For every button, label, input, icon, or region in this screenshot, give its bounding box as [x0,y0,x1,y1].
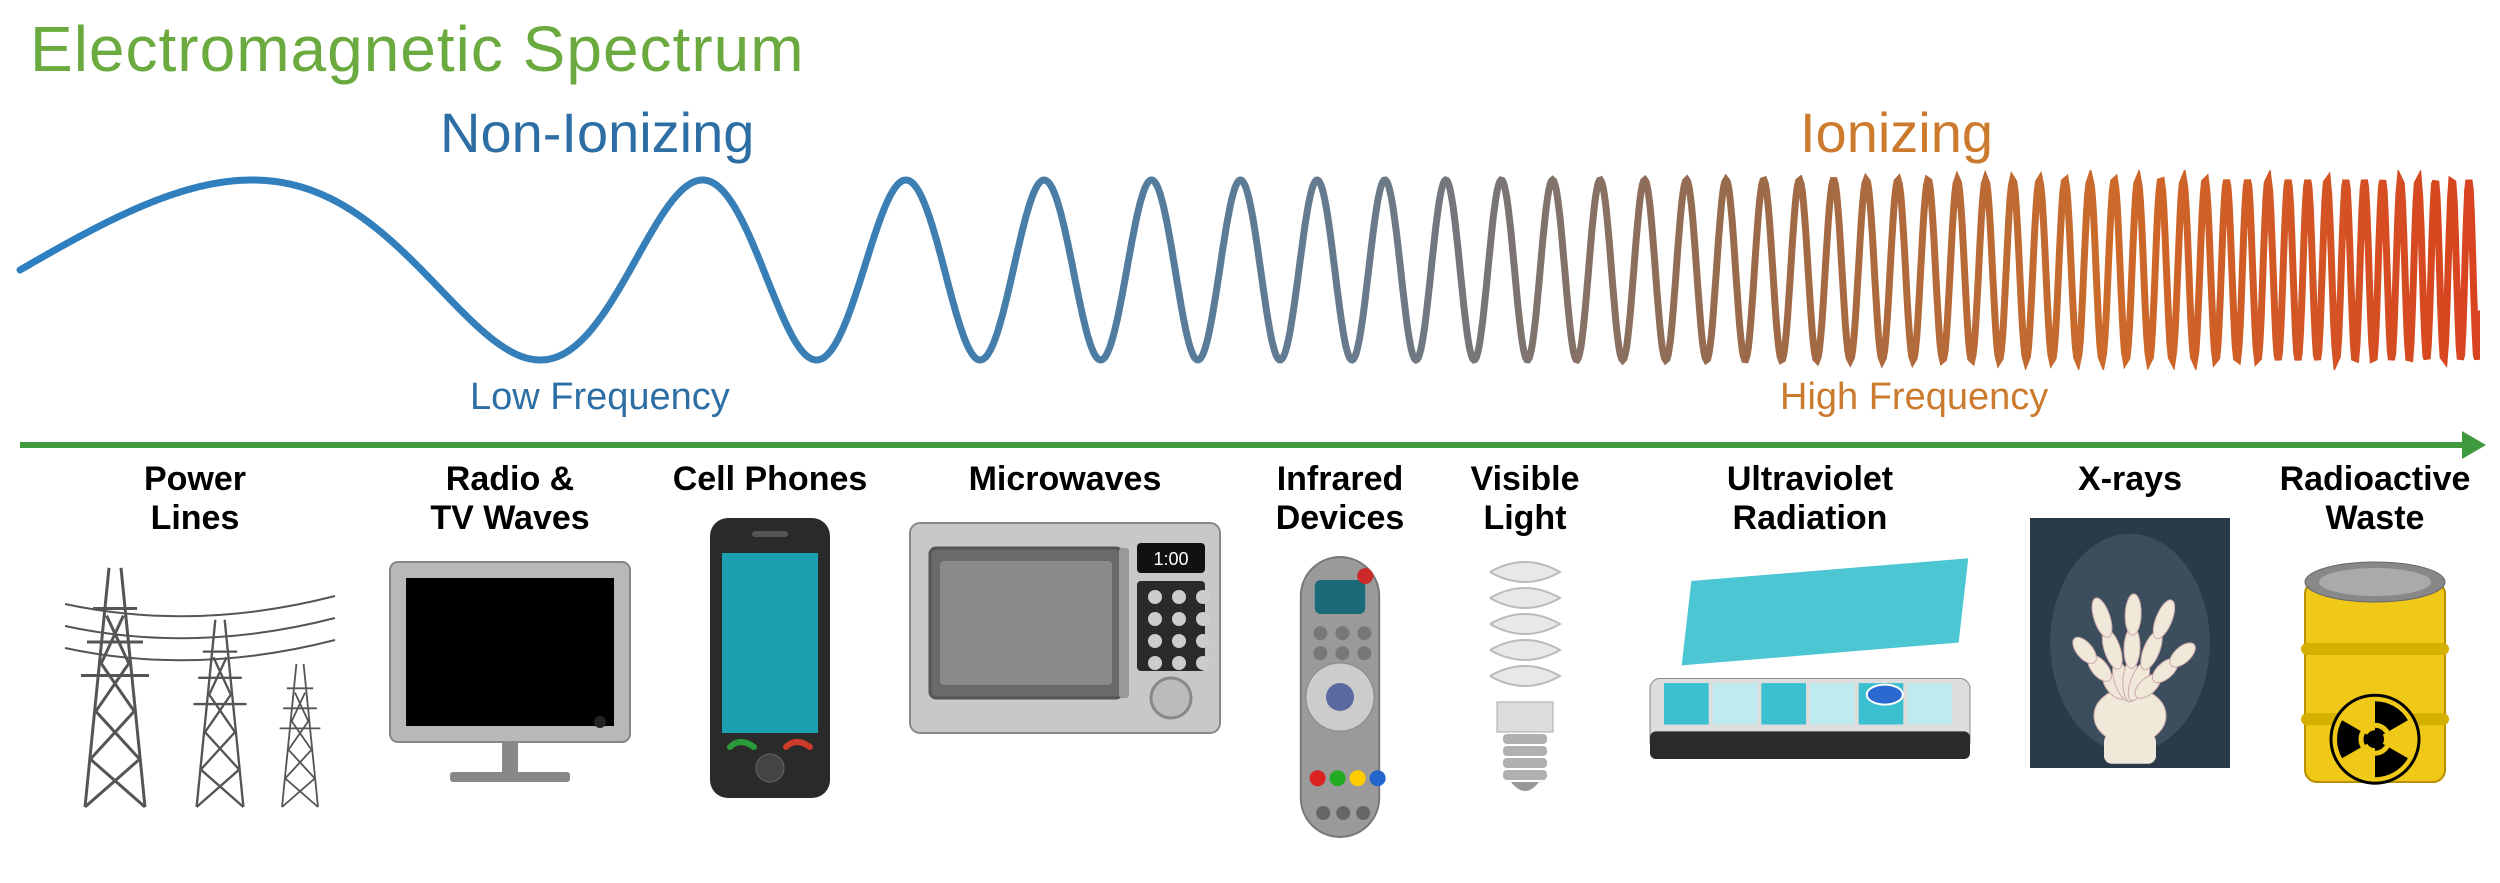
item-label: Ultraviolet Radiation [1727,460,1893,538]
spectrum-item: Radio & TV Waves [375,460,645,802]
spectrum-wave [0,170,2480,370]
xray-icon [2025,513,2235,773]
tv-icon [380,552,640,802]
ionizing-label: Ionizing [1800,100,1993,165]
low-frequency-label: Low Frequency [470,376,730,419]
bulb-icon [1455,552,1595,812]
barrel-icon [2285,552,2465,812]
high-frequency-label: High Frequency [1780,376,2048,419]
item-label: Cell Phones [673,460,868,499]
spectrum-item: Visible Light [1445,460,1605,812]
page-title: Electromagnetic Spectrum [30,12,805,86]
item-label: Radio & TV Waves [430,460,589,538]
svg-text:1:00: 1:00 [1153,549,1188,569]
spectrum-item: Radioactive Waste [2270,460,2480,812]
spectrum-item: Ultraviolet Radiation [1630,460,1990,782]
tanning-bed-icon [1640,552,1980,782]
spectrum-item: Cell Phones [670,460,870,803]
item-label: Visible Light [1471,460,1580,538]
item-label: Radioactive Waste [2280,460,2471,538]
spectrum-item: X-rays [2015,460,2245,773]
remote-icon [1270,552,1410,842]
phone-icon [690,513,850,803]
item-label: Microwaves [969,460,1162,499]
frequency-arrow-head [2462,431,2486,459]
spectrum-item: Microwaves 1:00 [895,460,1235,753]
spectrum-item: Infrared Devices [1260,460,1420,842]
power-lines-icon [45,552,345,812]
frequency-arrow-line [20,442,2462,448]
microwave-icon: 1:00 [905,513,1225,753]
item-label: Infrared Devices [1276,460,1405,538]
spectrum-items-row: Power Lines Radio & TV Waves Cell Phones Mi… [40,460,2480,842]
item-label: X-rays [2078,460,2182,499]
item-label: Power Lines [144,460,246,538]
spectrum-item: Power Lines [40,460,350,812]
non-ionizing-label: Non-Ionizing [440,100,754,165]
